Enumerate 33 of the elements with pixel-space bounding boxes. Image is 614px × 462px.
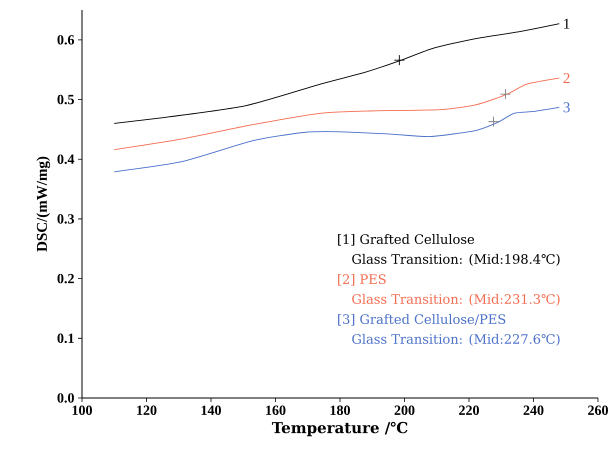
y-tick-label: 0.6 <box>58 35 74 45</box>
y-tick-label: 0.4 <box>58 154 74 164</box>
annotation: Glass Transition: (Mid:198.4℃) <box>352 254 560 266</box>
annotation: Glass Transition: (Mid:231.3℃) <box>352 294 560 306</box>
series-label: 2 <box>563 73 570 84</box>
annotation: [1] Grafted Cellulose <box>338 234 474 246</box>
x-tick-label: 100 <box>72 406 92 415</box>
point <box>488 116 499 128</box>
y-tick-label: 0.1 <box>58 334 74 344</box>
line-series <box>114 106 560 172</box>
annotation: [2] PES <box>338 274 386 286</box>
line-series <box>114 23 560 124</box>
point <box>394 54 405 66</box>
y-tick-label: 0.0 <box>58 393 74 403</box>
x-tick-label: 120 <box>137 406 156 415</box>
x-tick-label: 180 <box>330 406 350 415</box>
x-tick-label: 200 <box>394 406 414 415</box>
x-tick-label: 140 <box>202 406 221 415</box>
series-label: 1 <box>564 18 570 29</box>
annotation: [3] Grafted Cellulose/PES <box>338 314 506 326</box>
y-tick-label: 0.3 <box>58 214 74 224</box>
point <box>500 88 511 100</box>
x-tick-label: 220 <box>459 406 479 415</box>
x-axis-title: Temperature /℃ <box>272 422 408 436</box>
annotation: Glass Transition: (Mid:227.6℃) <box>352 334 560 346</box>
line-series <box>114 78 560 150</box>
x-tick-label: 160 <box>266 406 286 415</box>
y-tick-label: 0.5 <box>58 94 74 104</box>
y-axis-title: DSC/(mW/mg) <box>36 156 50 252</box>
x-tick-label: 240 <box>524 406 544 415</box>
y-tick-label: 0.2 <box>58 274 74 284</box>
x-tick-label: 260 <box>588 406 608 415</box>
series-label: 3 <box>564 102 570 112</box>
